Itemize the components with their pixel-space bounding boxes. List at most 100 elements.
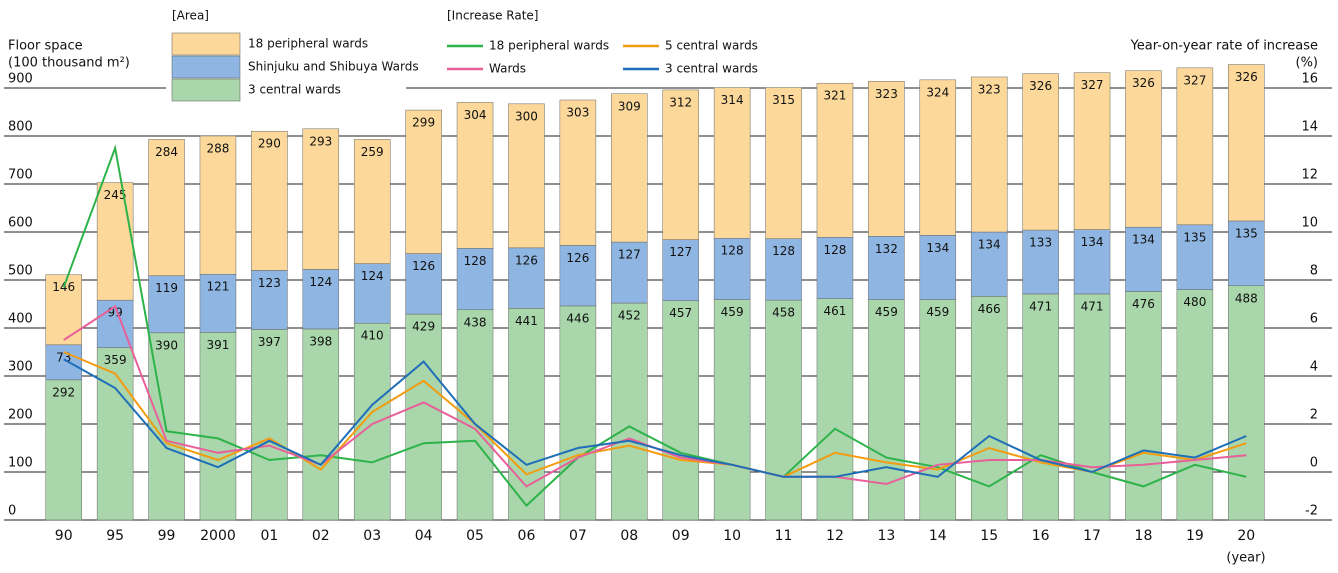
data-label: 245 bbox=[104, 188, 127, 202]
y-tick-label: 700 bbox=[8, 168, 33, 183]
data-label: 126 bbox=[515, 253, 538, 267]
data-label: 126 bbox=[412, 259, 435, 273]
bar bbox=[559, 245, 597, 307]
data-label: 315 bbox=[772, 93, 795, 107]
data-label: 359 bbox=[104, 353, 127, 367]
bar bbox=[559, 99, 597, 246]
x-tick-label: 2000 bbox=[200, 528, 236, 544]
data-label: 127 bbox=[618, 248, 641, 262]
data-label: 390 bbox=[155, 338, 178, 352]
data-label: 327 bbox=[1081, 78, 1104, 92]
data-label: 438 bbox=[464, 315, 487, 329]
data-label: 290 bbox=[258, 137, 281, 151]
data-label: 459 bbox=[721, 305, 744, 319]
x-tick-label: 03 bbox=[363, 528, 381, 544]
bar bbox=[1176, 224, 1214, 290]
y-tick-label: 800 bbox=[8, 120, 33, 135]
data-label: 300 bbox=[515, 109, 538, 123]
data-label: 135 bbox=[1235, 226, 1258, 240]
bar bbox=[765, 87, 802, 239]
bar bbox=[1176, 67, 1214, 226]
data-label: 457 bbox=[669, 306, 692, 320]
data-label: 391 bbox=[207, 338, 230, 352]
data-label: 480 bbox=[1183, 295, 1206, 309]
bar bbox=[508, 308, 545, 521]
bar bbox=[405, 109, 442, 254]
bar bbox=[508, 247, 545, 309]
bar bbox=[611, 302, 648, 521]
x-tick-label: 10 bbox=[723, 528, 741, 544]
bar bbox=[251, 270, 288, 330]
bar bbox=[868, 299, 905, 521]
legend-label: 3 central wards bbox=[248, 83, 341, 97]
x-tick-label: 06 bbox=[518, 528, 536, 544]
y2-tick-label: 12 bbox=[1301, 168, 1318, 183]
data-label: 327 bbox=[1183, 73, 1206, 87]
data-label: 292 bbox=[52, 385, 75, 399]
x-tick-label: 01 bbox=[260, 528, 278, 544]
data-label: 124 bbox=[361, 269, 384, 283]
bar bbox=[405, 253, 442, 315]
rate-line bbox=[63, 304, 1247, 488]
data-label: 476 bbox=[1132, 297, 1155, 311]
data-label: 458 bbox=[772, 306, 795, 320]
bar bbox=[1228, 220, 1265, 287]
data-label: 397 bbox=[258, 335, 281, 349]
data-label: 135 bbox=[1183, 230, 1206, 244]
x-tick-label: 15 bbox=[980, 528, 998, 544]
data-label: 126 bbox=[566, 251, 589, 265]
bar bbox=[456, 102, 494, 249]
data-label: 303 bbox=[566, 106, 589, 120]
data-label: 441 bbox=[515, 314, 538, 328]
data-label: 452 bbox=[618, 309, 641, 323]
data-label: 321 bbox=[824, 89, 847, 103]
data-label: 488 bbox=[1235, 291, 1258, 305]
y-tick-label: 900 bbox=[8, 72, 33, 87]
data-label: 134 bbox=[926, 241, 949, 255]
data-label: 134 bbox=[978, 238, 1001, 252]
y2-tick-label: 4 bbox=[1310, 360, 1318, 375]
data-label: 121 bbox=[207, 280, 230, 294]
y2-tick-label: 14 bbox=[1301, 120, 1318, 135]
bar bbox=[1125, 70, 1162, 228]
bar bbox=[662, 239, 699, 301]
bar bbox=[713, 87, 751, 239]
data-label: 459 bbox=[875, 305, 898, 319]
data-label: 326 bbox=[1235, 70, 1258, 84]
data-label: 132 bbox=[875, 242, 898, 256]
bar bbox=[713, 299, 751, 521]
bar bbox=[45, 379, 82, 521]
data-label: 127 bbox=[669, 245, 692, 259]
bar bbox=[199, 135, 237, 275]
bar bbox=[353, 263, 391, 324]
data-label: 128 bbox=[721, 244, 744, 258]
bar bbox=[148, 139, 185, 276]
y-axis-label: (100 thousand m²) bbox=[8, 56, 130, 71]
x-tick-label: 05 bbox=[466, 528, 484, 544]
data-label: 326 bbox=[1029, 79, 1052, 93]
bar bbox=[713, 237, 751, 300]
bar bbox=[765, 299, 802, 521]
data-label: 146 bbox=[52, 280, 75, 294]
data-label: 134 bbox=[1132, 233, 1155, 247]
x-axis-label: (year) bbox=[1226, 551, 1265, 566]
y2-tick-label: 6 bbox=[1310, 312, 1318, 327]
legend-label: 5 central wards bbox=[665, 39, 758, 53]
y-tick-label: 400 bbox=[8, 312, 33, 327]
legend-swatch bbox=[171, 32, 241, 56]
data-label: 410 bbox=[361, 329, 384, 343]
bar bbox=[919, 299, 957, 521]
x-tick-label: 16 bbox=[1032, 528, 1050, 544]
x-tick-label: 09 bbox=[672, 528, 690, 544]
bar bbox=[816, 82, 854, 238]
bar bbox=[302, 328, 340, 521]
bar bbox=[353, 322, 391, 521]
x-tick-label: 08 bbox=[620, 528, 638, 544]
bar bbox=[251, 130, 288, 271]
x-tick-label: 17 bbox=[1083, 528, 1101, 544]
x-tick-label: 18 bbox=[1135, 528, 1153, 544]
bar bbox=[405, 313, 442, 521]
bar bbox=[611, 241, 648, 304]
bar bbox=[45, 344, 82, 381]
